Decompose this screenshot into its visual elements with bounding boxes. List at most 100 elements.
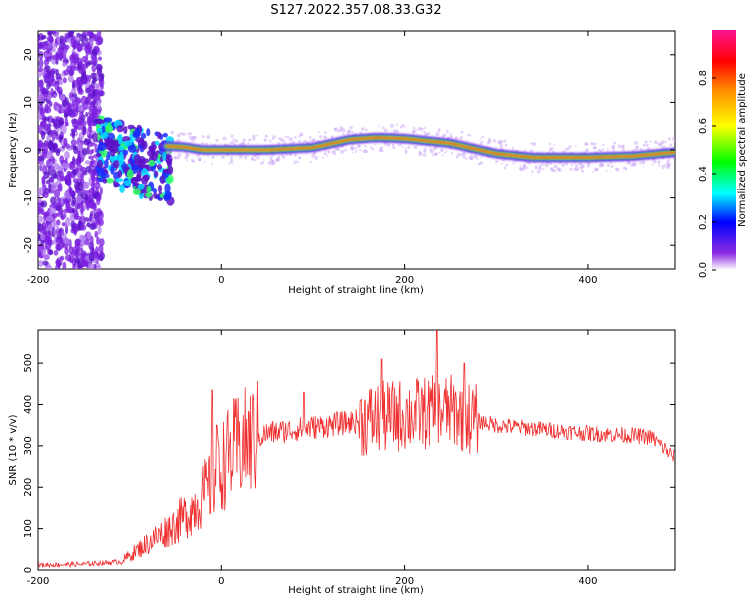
heatmap-cell (244, 157, 247, 160)
heatmap-cell (606, 150, 609, 153)
heatmap-cell (479, 138, 482, 141)
heatmap-cell (538, 166, 543, 171)
heatmap-cell (158, 184, 163, 193)
heatmap-cell (311, 139, 315, 143)
heatmap-cell (460, 130, 464, 134)
heatmap-cell (38, 67, 44, 72)
colorbar-tick-label: 0.2 (698, 214, 709, 230)
snr-xtick-label: 400 (578, 576, 597, 587)
heatmap-cell (306, 141, 309, 144)
heatmap-cell (90, 37, 94, 48)
heatmap-cell (230, 134, 234, 138)
heatmap-cell (423, 130, 426, 134)
heatmap-cell (43, 171, 50, 179)
heatmap-cell (82, 125, 87, 135)
heatmap-cell (652, 159, 657, 164)
spectrogram-xtick-label: -200 (27, 275, 50, 286)
heatmap-cell (271, 159, 275, 163)
heatmap-cell (123, 125, 128, 135)
heatmap-cell (46, 215, 54, 222)
heatmap-cell (70, 128, 76, 134)
heatmap-cell (323, 152, 327, 156)
heatmap-cell (284, 135, 287, 138)
heatmap-cell (84, 37, 89, 42)
heatmap-cell (88, 133, 92, 141)
heatmap-cell (71, 87, 77, 95)
heatmap-cell (333, 150, 336, 153)
heatmap-cell (176, 133, 181, 138)
heatmap-cell (265, 135, 268, 138)
colorbar-ticks: 0.0 0.2 0.4 0.6 0.8 (698, 70, 716, 278)
heatmap-cell (584, 143, 587, 146)
heatmap-cell (449, 133, 453, 136)
heatmap-cell (102, 178, 108, 184)
heatmap-cell (69, 112, 75, 117)
heatmap-cell (512, 149, 515, 152)
heatmap-cell (454, 136, 459, 140)
heatmap-cell (62, 77, 67, 84)
heatmap-cell (116, 125, 124, 133)
heatmap-cell (340, 149, 345, 154)
spectrogram-xlabel: Height of straight line (km) (288, 285, 424, 296)
heatmap-cell (252, 154, 255, 157)
heatmap-cell (38, 140, 42, 151)
heatmap-cell (548, 148, 552, 152)
colorbar-tick-label: 0.0 (698, 262, 709, 278)
heatmap-cell (76, 158, 81, 167)
heatmap-cell (462, 155, 466, 159)
colorbar: 0.0 0.2 0.4 0.6 0.8 Normalized spectral ampl… (698, 30, 748, 278)
heatmap-cell (75, 195, 83, 204)
heatmap-cell (69, 191, 75, 196)
heatmap-cell (99, 238, 105, 247)
heatmap-cell (404, 147, 407, 150)
heatmap-cell (51, 229, 55, 238)
heatmap-cell (657, 160, 661, 165)
heatmap-cell (49, 161, 54, 166)
heatmap-cell (94, 118, 103, 124)
heatmap-cell (519, 167, 524, 172)
heatmap-cell (460, 136, 463, 138)
heatmap-cell (70, 35, 77, 46)
heatmap-cell (308, 136, 312, 140)
heatmap-cell (574, 164, 579, 168)
heatmap-cell (104, 125, 111, 132)
heatmap-cell (38, 50, 44, 60)
heatmap-cell (222, 136, 227, 141)
heatmap-cell (503, 166, 507, 170)
heatmap-cell (95, 216, 100, 223)
heatmap-cell (617, 144, 622, 149)
heatmap-cell (612, 144, 615, 148)
heatmap-cell (232, 162, 235, 165)
heatmap-cell (198, 158, 202, 162)
heatmap-cell (277, 141, 281, 145)
heatmap-cell (112, 160, 120, 169)
heatmap-cell (660, 140, 665, 145)
heatmap-cell (64, 225, 69, 235)
heatmap-cell (395, 123, 398, 126)
heatmap-cell (137, 183, 145, 190)
heatmap-cell (42, 211, 50, 216)
heatmap-cell (205, 142, 208, 146)
heatmap-cell (399, 126, 403, 129)
heatmap-cell (73, 228, 78, 236)
heatmap-cell (39, 107, 46, 117)
heatmap-cell (649, 140, 652, 143)
heatmap-cell (585, 148, 589, 153)
heatmap-cell (80, 95, 88, 105)
heatmap-cell (203, 160, 206, 163)
heatmap-cell (81, 147, 88, 156)
heatmap-cell (99, 186, 103, 195)
heatmap-cell (76, 142, 83, 152)
heatmap-cell (88, 124, 93, 134)
heatmap-cell (362, 149, 367, 153)
heatmap-cell (56, 196, 61, 203)
spectrogram-ylabel: Frequency (Hz) (8, 112, 19, 188)
heatmap-cell (326, 154, 329, 157)
heatmap-cell (81, 55, 88, 63)
heatmap-cell (164, 154, 173, 164)
heatmap-cell (294, 136, 297, 139)
heatmap-cell (424, 132, 428, 137)
spectrogram-ytick-label: -10 (23, 189, 34, 205)
heatmap-cell (256, 156, 260, 160)
heatmap-cell (48, 34, 54, 45)
